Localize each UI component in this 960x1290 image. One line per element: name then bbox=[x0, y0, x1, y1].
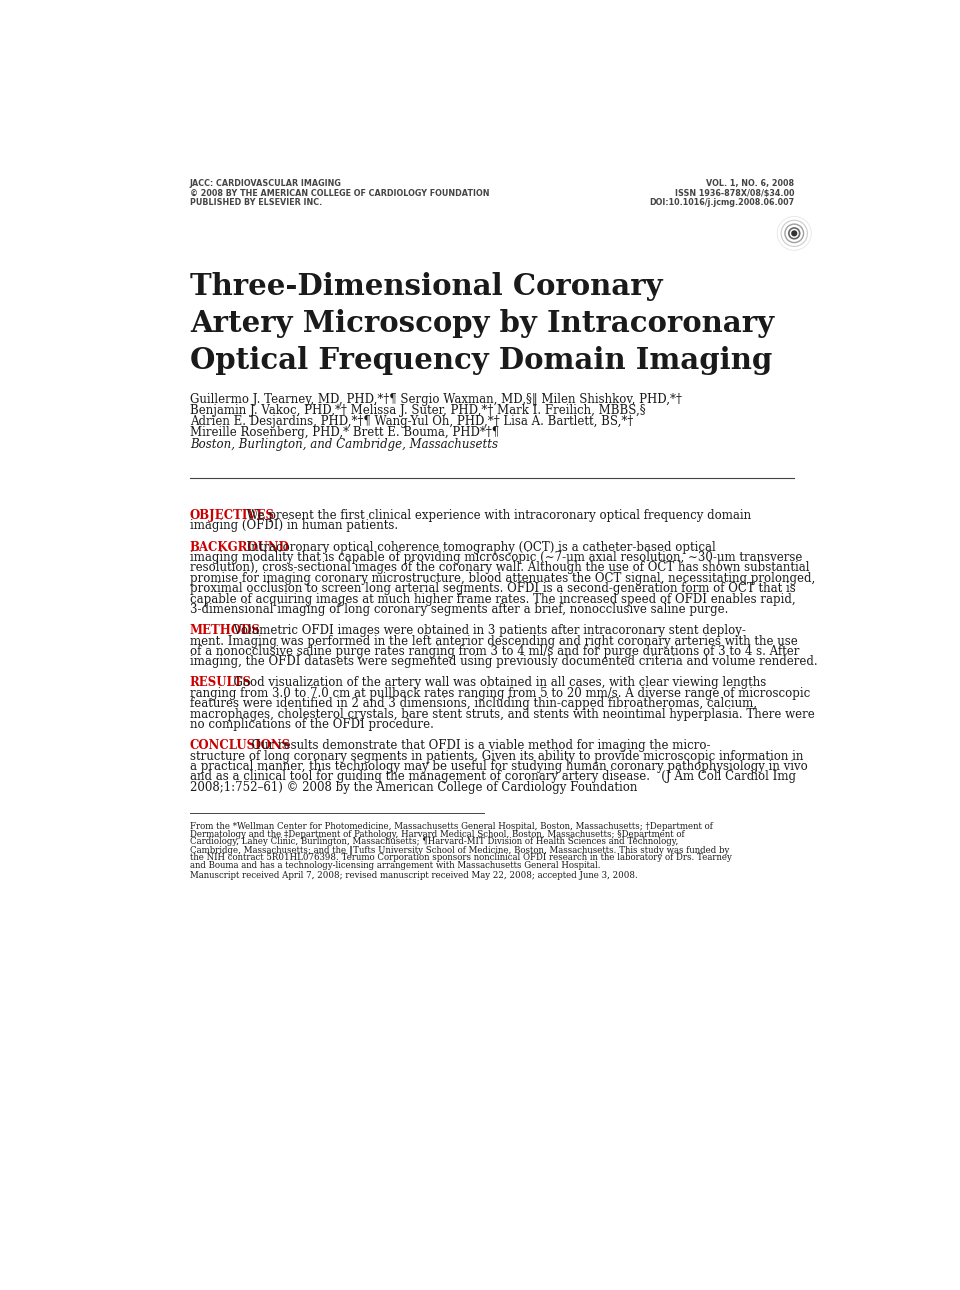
Text: and as a clinical tool for guiding the management of coronary artery disease.   : and as a clinical tool for guiding the m… bbox=[190, 770, 796, 783]
Text: JACC: CARDIOVASCULAR IMAGING: JACC: CARDIOVASCULAR IMAGING bbox=[190, 179, 342, 188]
Text: proximal occlusion to screen long arterial segments. OFDI is a second-generation: proximal occlusion to screen long arteri… bbox=[190, 582, 796, 595]
Text: a practical manner, this technology may be useful for studying human coronary pa: a practical manner, this technology may … bbox=[190, 760, 807, 773]
Text: Benjamin J. Vakoc, PHD,*† Melissa J. Suter, PHD,*† Mark I. Freilich, MBBS,§: Benjamin J. Vakoc, PHD,*† Melissa J. Sut… bbox=[190, 404, 645, 417]
Text: METHODS: METHODS bbox=[190, 624, 260, 637]
Text: PUBLISHED BY ELSEVIER INC.: PUBLISHED BY ELSEVIER INC. bbox=[190, 197, 322, 206]
Text: Dermatology and the ‡Department of Pathology, Harvard Medical School, Boston, Ma: Dermatology and the ‡Department of Patho… bbox=[190, 829, 684, 838]
Circle shape bbox=[791, 230, 798, 236]
Text: Intracoronary optical coherence tomography (OCT) is a catheter-based optical: Intracoronary optical coherence tomograp… bbox=[239, 541, 716, 553]
Text: Optical Frequency Domain Imaging: Optical Frequency Domain Imaging bbox=[190, 346, 772, 375]
Text: DOI:10.1016/j.jcmg.2008.06.007: DOI:10.1016/j.jcmg.2008.06.007 bbox=[649, 197, 794, 206]
Text: no complications of the OFDI procedure.: no complications of the OFDI procedure. bbox=[190, 719, 434, 731]
Text: We present the first clinical experience with intracoronary optical frequency do: We present the first clinical experience… bbox=[239, 510, 752, 522]
Text: BACKGROUND: BACKGROUND bbox=[190, 541, 290, 553]
Text: Three-Dimensional Coronary: Three-Dimensional Coronary bbox=[190, 272, 662, 301]
Text: 2008;1:752–61) © 2008 by the American College of Cardiology Foundation: 2008;1:752–61) © 2008 by the American Co… bbox=[190, 780, 637, 793]
Text: Good visualization of the artery wall was obtained in all cases, with clear view: Good visualization of the artery wall wa… bbox=[226, 676, 766, 689]
Text: OBJECTIVES: OBJECTIVES bbox=[190, 510, 275, 522]
Text: imaging, the OFDI datasets were segmented using previously documented criteria a: imaging, the OFDI datasets were segmente… bbox=[190, 655, 817, 668]
Text: promise for imaging coronary microstructure, blood attenuates the OCT signal, ne: promise for imaging coronary microstruct… bbox=[190, 571, 815, 584]
Text: From the *Wellman Center for Photomedicine, Massachusetts General Hospital, Bost: From the *Wellman Center for Photomedici… bbox=[190, 822, 712, 831]
Text: imaging modality that is capable of providing microscopic (∼7-μm axial resolutio: imaging modality that is capable of prov… bbox=[190, 551, 803, 564]
Text: RESULTS: RESULTS bbox=[190, 676, 252, 689]
Text: ISSN 1936-878X/08/$34.00: ISSN 1936-878X/08/$34.00 bbox=[675, 188, 794, 197]
Text: Cardiology, Lahey Clinic, Burlington, Massachusetts; ¶Harvard-MIT Division of He: Cardiology, Lahey Clinic, Burlington, Ma… bbox=[190, 837, 678, 846]
Text: resolution), cross-sectional images of the coronary wall. Although the use of OC: resolution), cross-sectional images of t… bbox=[190, 561, 809, 574]
Text: and Bouma and has a technology-licensing arrangement with Massachusetts General : and Bouma and has a technology-licensing… bbox=[190, 860, 600, 869]
Text: ment. Imaging was performed in the left anterior descending and right coronary a: ment. Imaging was performed in the left … bbox=[190, 635, 798, 648]
Text: 3-dimensional imaging of long coronary segments after a brief, nonocclusive sali: 3-dimensional imaging of long coronary s… bbox=[190, 602, 728, 615]
Text: macrophages, cholesterol crystals, bare stent struts, and stents with neointimal: macrophages, cholesterol crystals, bare … bbox=[190, 708, 814, 721]
Text: Volumetric OFDI images were obtained in 3 patients after intracoronary stent dep: Volumetric OFDI images were obtained in … bbox=[226, 624, 746, 637]
Text: ranging from 3.0 to 7.0 cm at pullback rates ranging from 5 to 20 mm/s. A divers: ranging from 3.0 to 7.0 cm at pullback r… bbox=[190, 686, 810, 700]
Text: of a nonocclusive saline purge rates ranging from 3 to 4 ml/s and for purge dura: of a nonocclusive saline purge rates ran… bbox=[190, 645, 799, 658]
Text: CONCLUSIONS: CONCLUSIONS bbox=[190, 739, 291, 752]
Text: Manuscript received April 7, 2008; revised manuscript received May 22, 2008; acc: Manuscript received April 7, 2008; revis… bbox=[190, 871, 637, 880]
Text: Boston, Burlington, and Cambridge, Massachusetts: Boston, Burlington, and Cambridge, Massa… bbox=[190, 439, 497, 451]
Text: Adrien E. Desjardins, PHD,*†¶ Wang-Yul Oh, PHD,*† Lisa A. Bartlett, BS,*†: Adrien E. Desjardins, PHD,*†¶ Wang-Yul O… bbox=[190, 415, 633, 428]
Text: Cambridge, Massachusetts; and the ‖Tufts University School of Medicine, Boston, : Cambridge, Massachusetts; and the ‖Tufts… bbox=[190, 845, 730, 854]
Text: Mireille Rosenberg, PHD,* Brett E. Bouma, PHD*†¶: Mireille Rosenberg, PHD,* Brett E. Bouma… bbox=[190, 426, 499, 439]
Text: features were identified in 2 and 3 dimensions, including thin-capped fibroather: features were identified in 2 and 3 dime… bbox=[190, 698, 756, 711]
Text: imaging (OFDI) in human patients.: imaging (OFDI) in human patients. bbox=[190, 520, 397, 533]
Text: VOL. 1, NO. 6, 2008: VOL. 1, NO. 6, 2008 bbox=[707, 179, 794, 188]
Text: © 2008 BY THE AMERICAN COLLEGE OF CARDIOLOGY FOUNDATION: © 2008 BY THE AMERICAN COLLEGE OF CARDIO… bbox=[190, 188, 490, 197]
Text: Guillermo J. Tearney, MD, PHD,*†¶ Sergio Waxman, MD,§‖ Milen Shishkov, PHD,*†: Guillermo J. Tearney, MD, PHD,*†¶ Sergio… bbox=[190, 393, 682, 406]
Text: Artery Microscopy by Intracoronary: Artery Microscopy by Intracoronary bbox=[190, 308, 774, 338]
Text: capable of acquiring images at much higher frame rates. The increased speed of O: capable of acquiring images at much high… bbox=[190, 592, 796, 605]
Text: Our results demonstrate that OFDI is a viable method for imaging the micro-: Our results demonstrate that OFDI is a v… bbox=[244, 739, 710, 752]
Text: structure of long coronary segments in patients. Given its ability to provide mi: structure of long coronary segments in p… bbox=[190, 749, 804, 762]
Text: the NIH contract 5R01HL076398. Terumo Corporation sponsors nonclinical OFDI rese: the NIH contract 5R01HL076398. Terumo Co… bbox=[190, 853, 732, 862]
